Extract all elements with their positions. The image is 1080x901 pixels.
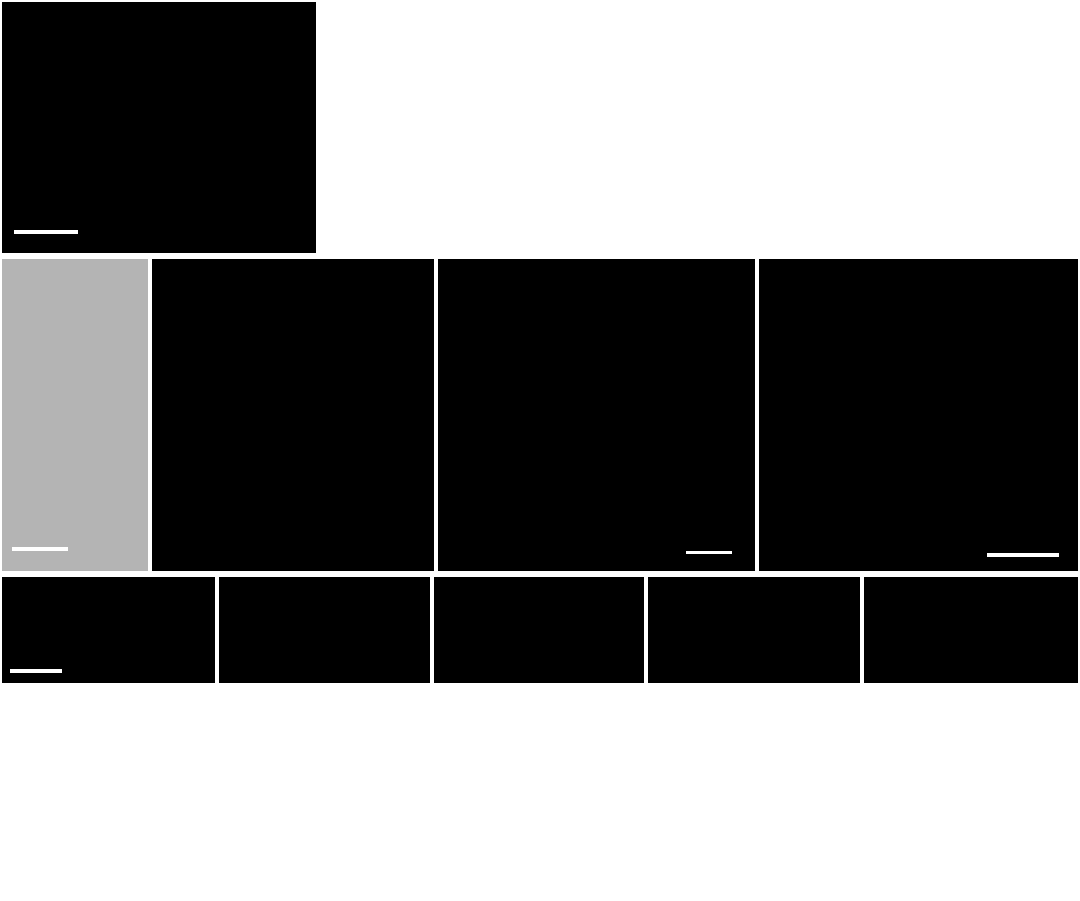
tem-image: [2, 259, 148, 571]
panel-m-xps-survey: [2, 687, 268, 899]
eds-map-c: [648, 577, 860, 683]
sem-image: [2, 2, 316, 253]
xps-survey-chart: [2, 687, 268, 899]
scale-bar: [12, 547, 68, 551]
scale-bar: [14, 230, 78, 234]
scale-bar: [686, 551, 732, 554]
panel-e-saed: [152, 259, 434, 571]
panel-g-haadf-atomic: [759, 259, 1078, 571]
panel-l-map-overlay: [864, 577, 1078, 683]
panel-n-xps-c1s: [272, 687, 543, 899]
panel-j-map-s: [434, 577, 644, 683]
tga-chart: [714, 2, 1078, 253]
panel-c-tga: [714, 2, 1078, 253]
panel-d-tem: [2, 259, 148, 571]
eds-map-overlay: [864, 577, 1078, 683]
haadf-image: [2, 577, 215, 683]
panel-f-hrtem: [438, 259, 755, 571]
xps-sb3d-chart: [547, 687, 813, 899]
panel-a-sem: [2, 2, 316, 253]
hrtem-image: [438, 259, 755, 571]
panel-o-xps-sb3d: [547, 687, 813, 899]
eds-map-sb: [219, 577, 430, 683]
xps-c1s-chart: [272, 687, 543, 899]
saed-image: [152, 259, 434, 571]
panel-i-map-sb: [219, 577, 430, 683]
xrd-chart: [320, 2, 710, 253]
atomic-image: [759, 259, 1078, 571]
panel-h-haadf: [2, 577, 215, 683]
scale-bar: [10, 669, 62, 673]
panel-p-xps-s2p: [817, 687, 1078, 899]
panel-b-xrd: [320, 2, 710, 253]
panel-k-map-c: [648, 577, 860, 683]
eds-map-s: [434, 577, 644, 683]
scale-bar: [987, 553, 1059, 557]
xps-s2p-chart: [817, 687, 1078, 899]
